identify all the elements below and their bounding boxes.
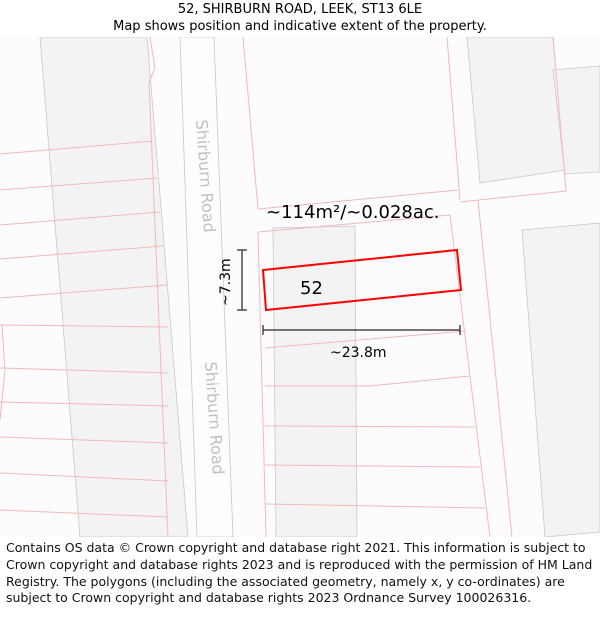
attribution-text: Contains OS data © Crown copyright and d…	[6, 540, 593, 606]
height-dimension-label: ~7.3m	[218, 258, 234, 306]
buildings	[39, 37, 600, 537]
map-canvas: Shirburn Road Shirburn Road ~114m²/~0.02…	[0, 37, 600, 537]
area-label: ~114m²/~0.028ac.	[266, 202, 440, 223]
building-right	[521, 222, 600, 537]
shirburn-road	[179, 37, 234, 537]
property-address-title: 52, SHIRBURN ROAD, LEEK, ST13 6LE	[177, 2, 423, 17]
map-subtitle: Map shows position and indicative extent…	[113, 19, 487, 34]
map-header: 52, SHIRBURN ROAD, LEEK, ST13 6LE Map sh…	[0, 0, 600, 37]
plot-number-label: 52	[300, 278, 323, 299]
parcel-boundaries	[0, 37, 567, 537]
building-plot-52	[272, 225, 358, 537]
building-top-right-2	[552, 65, 600, 175]
width-dimension-label: ~23.8m	[330, 345, 387, 361]
building-top-right	[466, 37, 566, 184]
property-boundary-52	[261, 248, 463, 312]
building-left-strip	[39, 37, 189, 537]
property-map[interactable]: Shirburn Road Shirburn Road ~114m²/~0.02…	[0, 37, 600, 537]
dimension-lines	[237, 249, 461, 335]
